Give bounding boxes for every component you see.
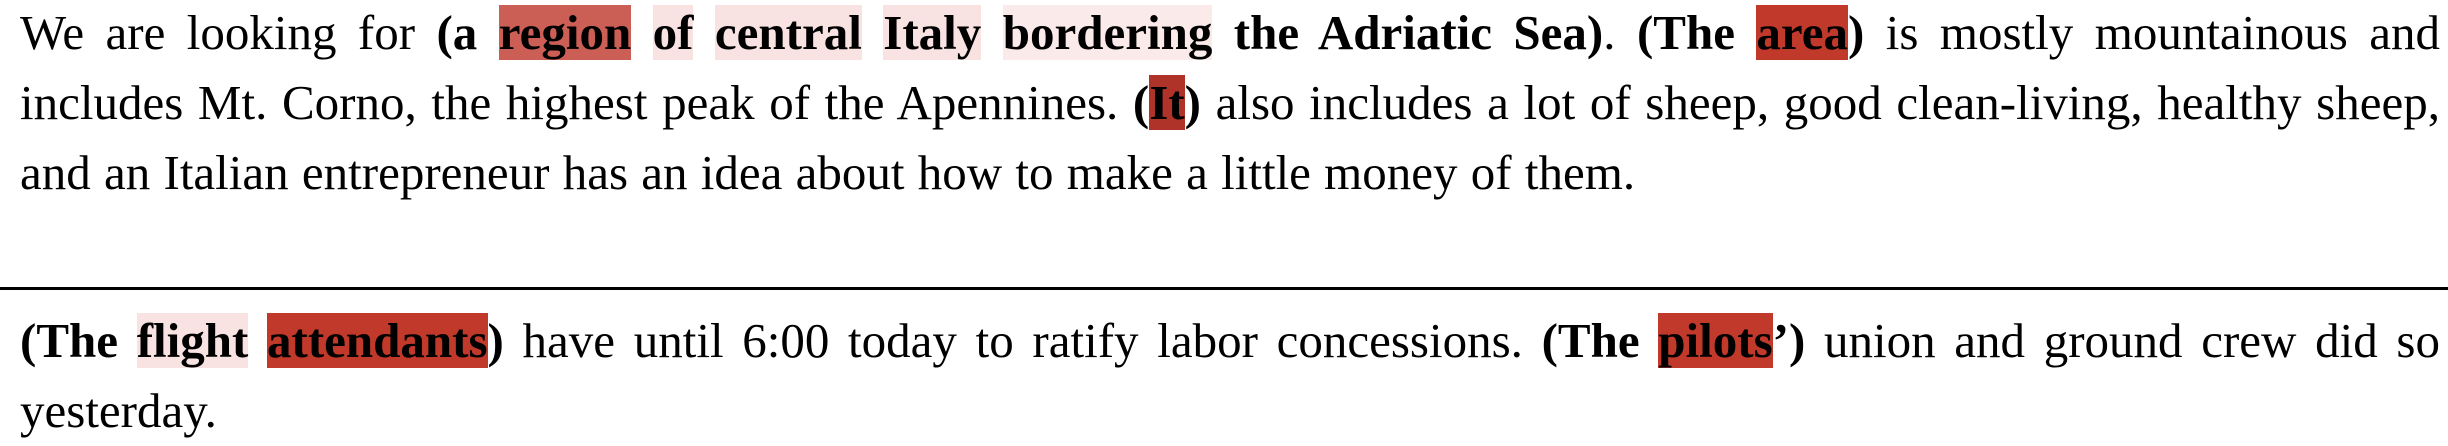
mention-text: (The <box>20 313 137 368</box>
passage-text: also includes a lot of sheep, good clean… <box>20 75 2440 200</box>
mention-text: ( <box>1132 75 1150 130</box>
highlighted-token: attendants <box>267 313 488 368</box>
mention-text <box>631 5 652 60</box>
passage-text: . <box>1603 5 1637 60</box>
mention-text <box>693 5 714 60</box>
highlighted-token: area <box>1756 5 1848 60</box>
passage-2: (The flight attendants) have until 6:00 … <box>20 306 2440 446</box>
mention-text: ) <box>1848 5 1865 60</box>
mention-text <box>862 5 883 60</box>
passage-text: is mostly mountainous and includes Mt. C… <box>20 5 2441 130</box>
mention-text: (The <box>1636 5 1757 60</box>
highlighted-token: of <box>652 5 694 60</box>
highlighted-token: bordering <box>1002 5 1213 60</box>
highlighted-token: central <box>714 5 862 60</box>
passage-1: We are looking for (a region of central … <box>20 0 2440 208</box>
passage-text: We are looking for <box>20 5 437 60</box>
highlighted-token: pilots <box>1658 313 1773 368</box>
highlighted-token: Italy <box>883 5 982 60</box>
mention-text <box>248 313 267 368</box>
mention-text: ’) <box>1772 313 1806 368</box>
mention-text: ) <box>1184 75 1201 130</box>
mention-text: the Adriatic Sea) <box>1212 5 1604 60</box>
mention-text: (The <box>1541 313 1659 368</box>
highlighted-token: flight <box>136 313 249 368</box>
mention-text <box>981 5 1002 60</box>
mention-text: (a <box>436 5 499 60</box>
highlighted-token: region <box>498 5 632 60</box>
highlighted-token: It <box>1149 75 1185 130</box>
divider <box>0 287 2448 290</box>
passage-text: have until 6:00 today to ratify labor co… <box>503 313 1542 368</box>
passage-text: union and ground crew did so yesterday. <box>20 313 2440 438</box>
mention-text: ) <box>487 313 504 368</box>
